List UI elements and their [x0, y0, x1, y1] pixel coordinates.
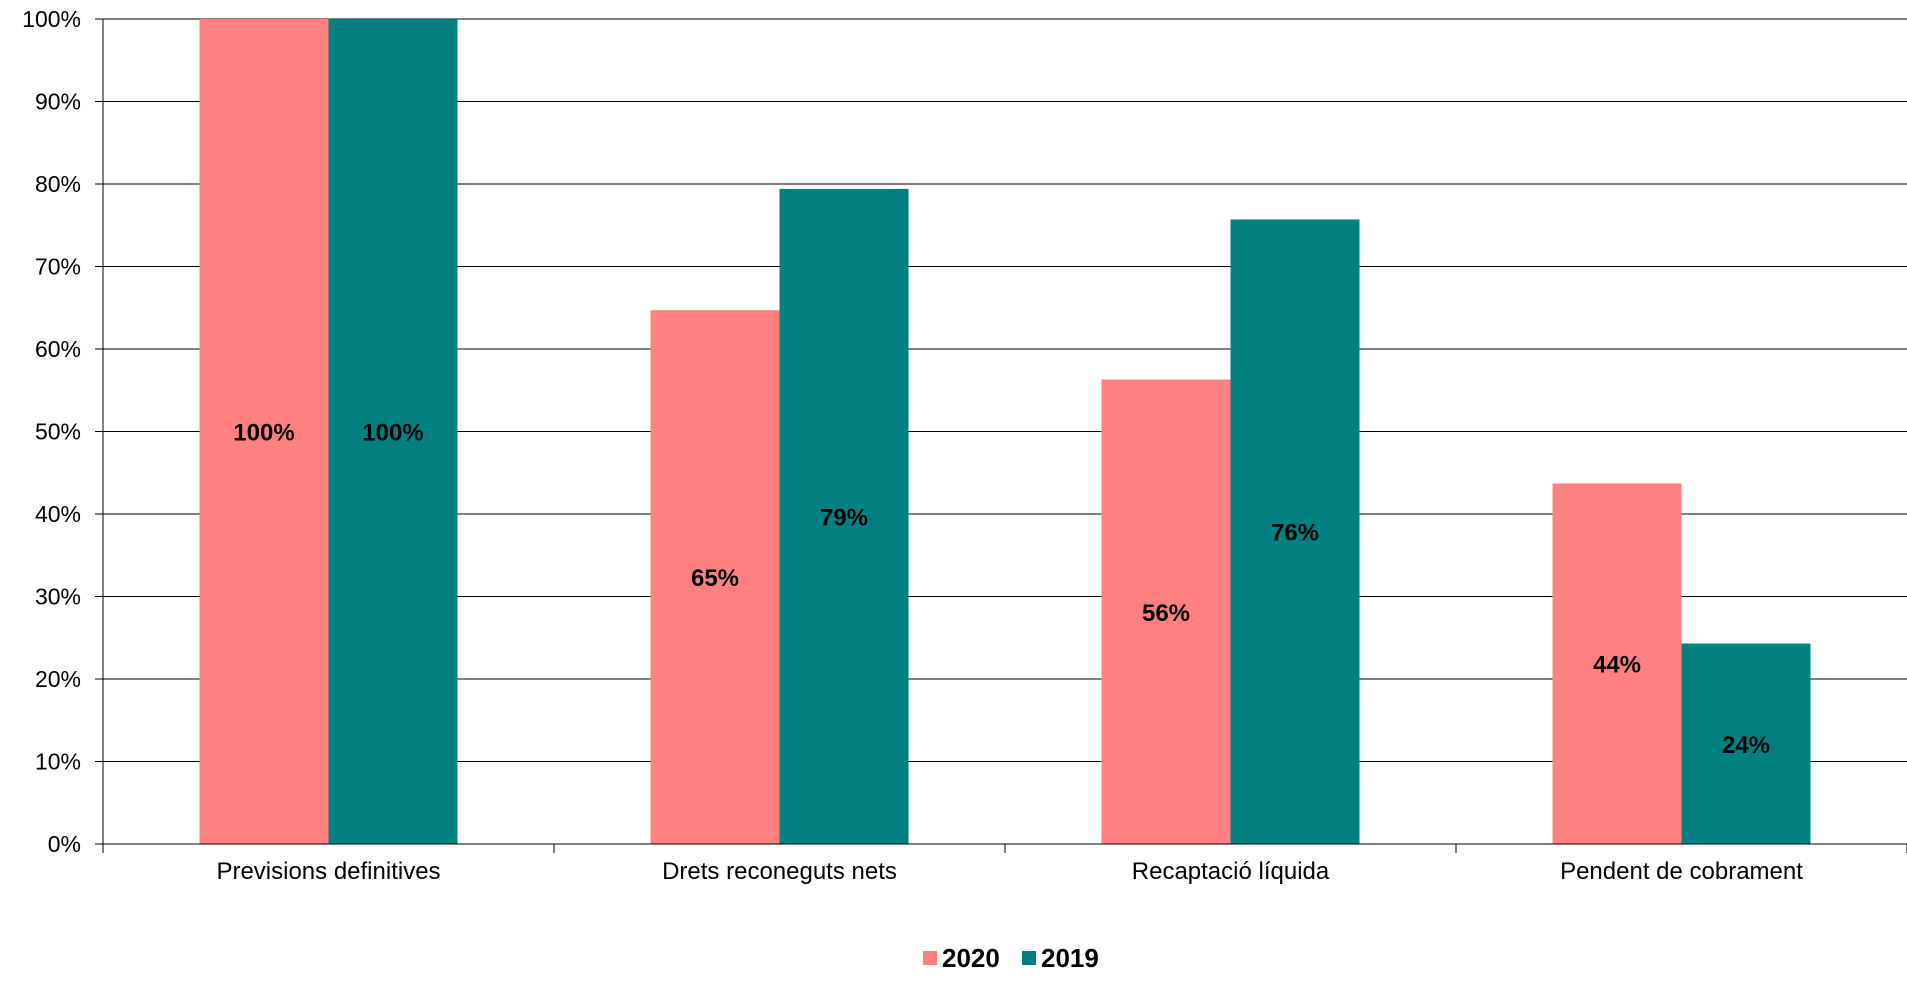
- legend-swatch-2020: [923, 951, 937, 965]
- bar-2019-2: [779, 188, 909, 844]
- data-label: 76%: [1271, 520, 1319, 547]
- bar-2019-1: [328, 19, 458, 844]
- y-tick-label: 40%: [35, 501, 81, 527]
- bar-2020-4: [1552, 483, 1682, 844]
- legend-swatch-2019: [1022, 951, 1036, 965]
- x-category-label: Drets reconeguts nets: [662, 858, 897, 885]
- data-label: 56%: [1142, 600, 1190, 627]
- bar-2019-3: [1230, 219, 1360, 845]
- legend-label: 2019: [1041, 943, 1099, 973]
- bar-2019-4: [1681, 643, 1811, 844]
- bar-2020-2: [650, 310, 780, 845]
- y-tick-label: 90%: [35, 89, 81, 115]
- data-label: 24%: [1722, 732, 1770, 759]
- y-tick-label: 100%: [22, 6, 81, 32]
- data-label: 65%: [691, 565, 739, 592]
- data-label: 44%: [1593, 652, 1641, 679]
- axes: 0% 10% 20% 30% 40% 50% 60% 70% 80% 90% 100% Previsi…: [22, 6, 1907, 885]
- x-category-label: Recaptació líquida: [1132, 858, 1330, 885]
- y-tick-label: 50%: [35, 419, 81, 445]
- bars: [199, 19, 1811, 845]
- y-tick-label: 70%: [35, 254, 81, 280]
- y-tick-label: 80%: [35, 171, 81, 197]
- data-label: 100%: [362, 420, 423, 447]
- bar-2020-3: [1101, 379, 1231, 844]
- x-category-label: Previsions definitives: [216, 858, 440, 885]
- y-tick-label: 10%: [35, 749, 81, 775]
- y-tick-label: 30%: [35, 584, 81, 610]
- bar-2020-1: [199, 19, 329, 844]
- data-label: 100%: [233, 420, 294, 447]
- y-tick-label: 60%: [35, 336, 81, 362]
- y-tick-label: 0%: [48, 831, 81, 857]
- legend: 2020 2019: [923, 943, 1099, 973]
- data-labels: 100% 100% 65% 79% 56% 76% 44% 24%: [233, 420, 1770, 759]
- data-label: 79%: [820, 504, 868, 531]
- x-category-label: Pendent de cobrament: [1560, 858, 1803, 885]
- y-tick-label: 20%: [35, 666, 81, 692]
- legend-label: 2020: [942, 943, 1000, 973]
